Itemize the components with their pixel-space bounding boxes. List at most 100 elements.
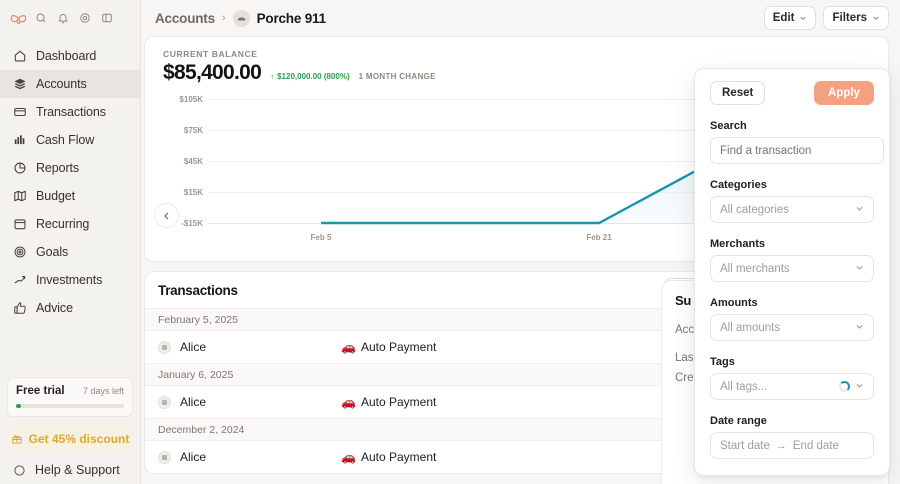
tags-select[interactable]: All tags... (710, 373, 874, 400)
sidebar-item-transactions[interactable]: Transactions (0, 98, 140, 126)
current-balance-label: CURRENT BALANCE (163, 49, 258, 59)
row-checkbox[interactable] (158, 450, 171, 464)
arrow-up-icon: ↑ (270, 72, 275, 81)
y-tick: $15K (183, 188, 203, 197)
start-date-input[interactable]: Start date (720, 439, 770, 452)
filters-panel: Reset Apply Search Categories All catego… (694, 68, 890, 476)
merchants-select[interactable]: All merchants (710, 255, 874, 282)
help-support-item[interactable]: Help & Support (7, 460, 133, 480)
sidebar-item-goals[interactable]: Goals (0, 238, 140, 266)
tags-label: Tags (710, 356, 735, 368)
categories-value: All categories (720, 203, 790, 216)
content-area: CURRENT BALANCE $85,400.00 ↑ $120,000.00… (141, 36, 900, 484)
settings-gear-icon[interactable] (74, 8, 95, 29)
gift-icon (11, 433, 23, 445)
y-tick: $105K (179, 95, 203, 104)
row-checkbox[interactable] (158, 340, 171, 354)
row-checkbox[interactable] (158, 395, 171, 409)
map-icon (12, 189, 27, 204)
toggle-panel-icon[interactable] (96, 8, 117, 29)
notifications-bell-icon[interactable] (52, 8, 73, 29)
sidebar-item-budget[interactable]: Budget (0, 182, 140, 210)
bars-icon (12, 133, 27, 148)
sidebar-nav: Dashboard Accounts Transactions Cash Flo… (0, 42, 140, 322)
categories-label: Categories (710, 179, 767, 191)
sidebar-item-label: Recurring (36, 217, 90, 231)
thumbs-up-icon (12, 301, 27, 316)
sidebar-item-label: Dashboard (36, 49, 97, 63)
pie-chart-icon (12, 161, 27, 176)
filters-panel-header: Reset Apply (710, 81, 874, 105)
row-category: 🚗 Auto Payment (341, 395, 436, 409)
y-tick: $75K (183, 126, 203, 135)
chevron-down-icon (799, 14, 807, 22)
chevron-down-icon (855, 381, 864, 393)
sidebar-item-label: Goals (36, 245, 69, 259)
edit-button[interactable]: Edit (763, 6, 817, 30)
breadcrumb-separator: › (221, 12, 226, 24)
sidebar-item-reports[interactable]: Reports (0, 154, 140, 182)
tags-value: All tags... (720, 380, 768, 393)
summary-row: Cre (675, 372, 694, 384)
sidebar-item-label: Advice (36, 301, 73, 315)
group-date: December 2, 2024 (158, 423, 245, 436)
sidebar-item-advice[interactable]: Advice (0, 294, 140, 322)
arrow-right-icon: → (775, 439, 787, 452)
transactions-title: Transactions (158, 282, 238, 298)
end-date-input[interactable]: End date (792, 439, 839, 452)
chevron-down-icon (855, 263, 864, 275)
sidebar-item-label: Budget (36, 189, 76, 203)
row-name: Alice (180, 340, 207, 354)
chart-prev-button[interactable] (154, 203, 179, 228)
reset-button[interactable]: Reset (710, 81, 766, 105)
row-name: Alice (180, 450, 207, 464)
breadcrumb-current: Porche 911 (256, 10, 327, 26)
breadcrumb: Accounts › Porche 911 (155, 9, 327, 27)
butterfly-logo[interactable] (7, 7, 29, 29)
sidebar-footer: Free trial 7 days left Get 45% discount … (0, 377, 140, 484)
row-category-label: Auto Payment (360, 450, 437, 464)
x-tick: Feb 21 (586, 233, 612, 242)
date-range-field[interactable]: Start date → End date (710, 432, 874, 459)
merchants-label: Merchants (710, 238, 766, 250)
free-trial-progress-bar (16, 404, 124, 408)
balance-change-amount: $120,000.00 (800%) (277, 72, 350, 81)
top-bar: Accounts › Porche 911 Edit Filters (141, 0, 900, 36)
sidebar-item-dashboard[interactable]: Dashboard (0, 42, 140, 70)
sidebar-item-label: Accounts (36, 77, 87, 91)
sidebar-item-label: Reports (36, 161, 80, 175)
breadcrumb-root[interactable]: Accounts (155, 10, 215, 26)
filters-button[interactable]: Filters (823, 6, 889, 30)
chevron-down-icon (855, 204, 864, 216)
categories-select[interactable]: All categories (710, 196, 874, 223)
search-input[interactable] (710, 137, 884, 164)
current-balance-amount: $85,400.00 (163, 61, 262, 84)
sidebar-item-cash-flow[interactable]: Cash Flow (0, 126, 140, 154)
sidebar-item-accounts[interactable]: Accounts (0, 70, 140, 98)
group-date: February 5, 2025 (158, 313, 238, 326)
get-discount-button[interactable]: Get 45% discount (7, 426, 133, 452)
x-tick: Feb 5 (310, 233, 332, 242)
apply-button[interactable]: Apply (814, 81, 874, 105)
sidebar-item-recurring[interactable]: Recurring (0, 210, 140, 238)
sidebar-item-investments[interactable]: Investments (0, 266, 140, 294)
amounts-select[interactable]: All amounts (710, 314, 874, 341)
date-range-label: Date range (710, 415, 767, 427)
search-icon[interactable] (30, 8, 51, 29)
get-discount-label: Get 45% discount (28, 432, 130, 446)
car-emoji-icon: 🚗 (341, 395, 356, 409)
free-trial-card[interactable]: Free trial 7 days left (7, 377, 133, 417)
stack-icon (12, 77, 27, 92)
chevron-down-icon (855, 322, 864, 334)
merchants-value: All merchants (720, 262, 790, 275)
group-date: January 6, 2025 (158, 368, 234, 381)
reset-button-label: Reset (722, 87, 754, 99)
help-support-label: Help & Support (35, 463, 120, 477)
row-category: 🚗 Auto Payment (341, 340, 436, 354)
filters-button-label: Filters (832, 12, 867, 24)
row-category-label: Auto Payment (360, 340, 437, 354)
help-circle-icon (12, 463, 27, 478)
car-avatar-icon (232, 9, 250, 27)
trend-up-icon (12, 273, 27, 288)
